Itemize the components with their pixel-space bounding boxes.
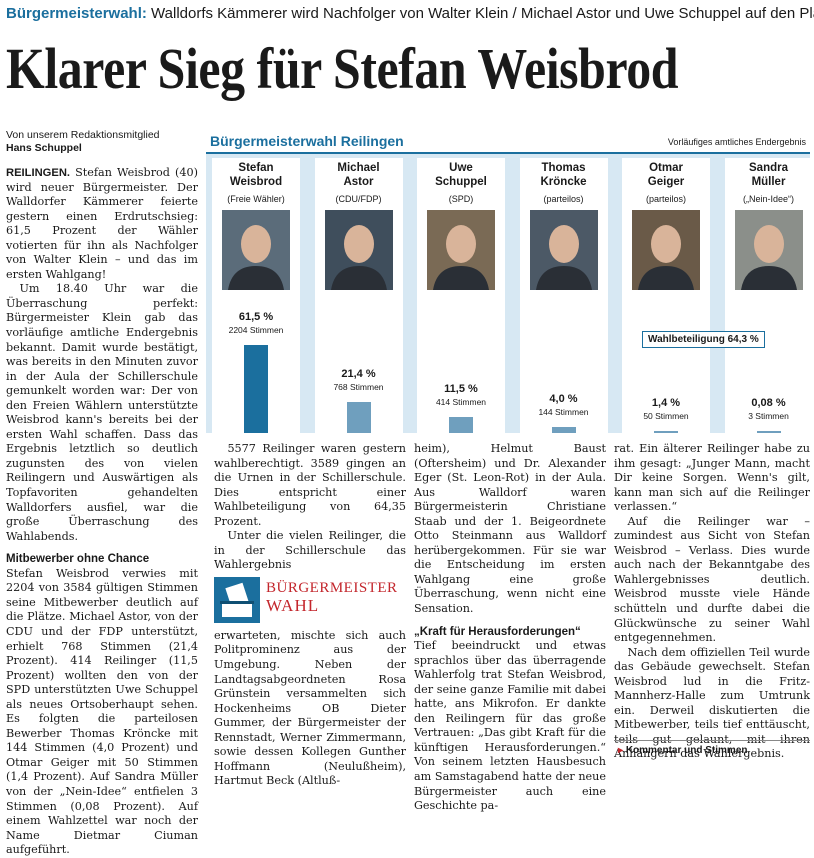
vote-percent-label: 4,0 % [549,393,578,405]
candidate-last-name: Kröncke [540,175,587,188]
subheading: „Kraft für Herausforderungen“ [414,625,581,638]
divider [614,740,810,741]
candidate-name: Stefan Weisbrod [212,162,300,189]
vote-bar [449,417,473,433]
election-chart: Bürgermeisterwahl Reilingen Vorläufiges … [206,132,813,433]
vote-percent-label: 11,5 % [444,383,478,395]
candidate-photo [427,210,495,290]
paragraph: Auf die Reilinger war – zumindest aus Si… [614,514,810,645]
vote-count-label: 2204 Stimmen [228,325,284,335]
candidate-photo [734,210,803,290]
candidate-column: Michael Astor (CDU/FDP) 21,4 % 768 Stimmen [314,158,403,433]
more-link-text: Kommentar und Stimmen [625,745,748,756]
candidate-first-name: Otmar [649,162,683,174]
vote-count-label: 768 Stimmen [333,382,384,392]
candidate-photo [324,210,393,290]
logo-text-line-1: BÜRGERMEISTER [266,579,398,596]
paragraph: REILINGEN. Stefan Weisbrod (40) wird neu… [6,166,198,282]
vote-count-label: 144 Stimmen [538,407,589,417]
more-link[interactable]: ▸ Kommentar und Stimmen [618,745,748,756]
candidate-name: Uwe Schuppel [417,162,505,189]
vote-count-label: 50 Stimmen [643,411,689,421]
vote-bar [551,427,576,433]
candidate-photo [222,210,290,290]
kicker-label: Bürgermeisterwahl: [6,5,147,22]
vote-bar [244,345,268,433]
article-column-1: REILINGEN. Stefan Weisbrod (40) wird neu… [6,166,198,858]
candidate-photo [632,210,700,290]
article-column-3: heim), Helmut Baust (Oftersheim) und Dr.… [414,442,606,814]
byline-intro: Von unserem Redaktionsmitglied [6,129,160,141]
vote-percent-label: 21,4 % [341,368,376,380]
candidate-party: (parteilos) [543,194,584,204]
dateline: REILINGEN. [6,167,71,179]
vote-percent-label: 1,4 % [651,397,681,409]
ballot-box-icon [214,576,260,623]
kicker-text: Walldorfs Kämmerer wird Nachfolger von W… [151,5,814,22]
candidate-last-name: Weisbrod [229,175,283,188]
turnout-badge: Wahlbeteiligung 64,3 % [642,331,765,348]
candidate-party: (CDU/FDP) [335,194,382,204]
subheading: Mitbewerber ohne Chance [6,553,150,566]
paragraph: Stefan Weisbrod verwies mit 2204 von 358… [6,566,198,857]
candidate-first-name: Thomas [541,162,586,174]
paragraph: Um 18.40 Uhr war die Überraschung perfek… [6,282,198,543]
chart-title: Bürgermeisterwahl Reilingen [210,133,404,149]
kicker: Bürgermeisterwahl: Walldorfs Kämmerer wi… [6,5,814,22]
vote-percent-label: 0,08 % [751,397,786,409]
vote-count-label: 414 Stimmen [435,397,487,407]
candidate-first-name: Stefan [238,162,274,174]
logo-text-line-2: WAHL [266,595,320,615]
candidate-party: (Freie Wähler) [227,194,285,204]
candidate-last-name: Geiger [647,175,685,188]
candidate-party: („Nein-Idee“) [742,194,794,204]
paragraph: Tief beeindruckt und etwas sprachlos übe… [414,639,606,813]
candidate-last-name: Schuppel [435,175,487,188]
chart-note: Vorläufiges amtliches Endergebnis [667,137,806,147]
candidate-last-name: Müller [751,175,786,188]
paragraph: Nach dem offiziellen Teil wurde das Gebä… [614,645,810,761]
vote-bar [346,402,371,433]
candidate-last-name: Astor [343,175,374,188]
paragraph: heim), Helmut Baust (Oftersheim) und Dr.… [414,442,606,616]
candidate-column: Thomas Kröncke (parteilos) 4,0 % 144 Stimmen [519,158,608,433]
candidate-first-name: Uwe [449,162,473,174]
candidate-first-name: Michael [337,162,380,174]
candidate-party: (SPD) [448,194,474,204]
headline: Klarer Sieg für Stefan Weisbrod [6,36,679,101]
paragraph: Unter die vielen Reilinger, die in der S… [214,529,406,572]
byline: Von unserem Redaktionsmitglied Hans Schu… [6,129,160,155]
candidate-name: Michael Astor [315,162,403,189]
candidate-column: Stefan Weisbrod (Freie Wähler) 61,5 % 2204 S… [212,158,300,433]
paragraph-text: Stefan Weisbrod (40) wird neuer Bürgerme… [6,166,198,281]
byline-author: Hans Schuppel [6,142,82,154]
paragraph: 5577 Reilinger waren gestern wahlberecht… [214,442,406,528]
vote-bar [756,431,781,433]
article-column-4: rat. Ein älterer Reilinger habe zu ihm g… [614,442,810,762]
candidate-party: (parteilos) [645,194,686,204]
paragraph: rat. Ein älterer Reilinger habe zu ihm g… [614,442,810,514]
paragraph: erwarteten, mischte sich auch Politpromi… [214,628,406,788]
vote-bar [654,431,678,433]
candidate-column: Uwe Schuppel (SPD) 11,5 % 414 Stimmen [417,158,505,433]
vote-percent-label: 61,5 % [238,311,274,323]
election-logo: BÜRGERMEISTER WAHL [214,576,397,623]
candidate-column: Otmar Geiger (parteilos) 1,4 % 50 Stimmen [622,158,710,433]
candidate-photo [529,210,598,290]
chart-header: Bürgermeisterwahl Reilingen Vorläufiges … [206,132,810,154]
candidate-column: Sandra Müller („Nein-Idee“) 0,08 % 3 Stimmen [724,158,813,433]
arrow-right-icon: ▸ [618,745,624,756]
candidate-name: Thomas Kröncke [520,162,608,189]
candidate-first-name: Sandra [749,162,788,174]
vote-count-label: 3 Stimmen [748,411,789,421]
article-column-2: 5577 Reilinger waren gestern wahlberecht… [214,442,406,789]
candidate-name: Sandra Müller [725,162,813,189]
candidate-name: Otmar Geiger [622,162,710,189]
